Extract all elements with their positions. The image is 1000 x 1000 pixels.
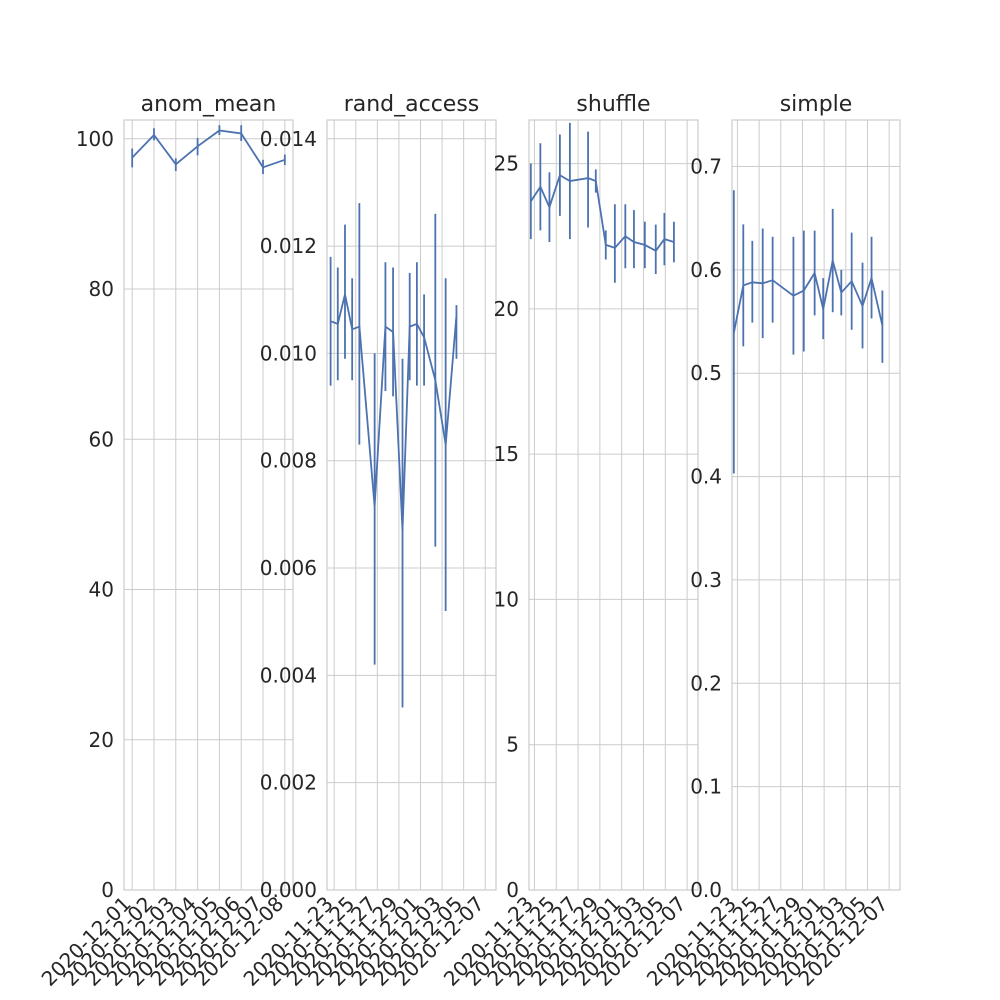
panel-title: anom_mean bbox=[141, 92, 277, 117]
panel-rand_access: rand_access 0.000 0.002 0.004 0.006 0.008 0.01… bbox=[239, 92, 497, 991]
y-tick-label: 0.004 bbox=[260, 663, 317, 687]
y-tick-label: 60 bbox=[89, 427, 114, 451]
y-tick-label: 10 bbox=[494, 587, 519, 611]
panel-title: rand_access bbox=[344, 92, 480, 117]
y-tick-label: 20 bbox=[89, 728, 114, 752]
y-tick-label: 0.2 bbox=[690, 671, 722, 695]
y-tick-label: 0.006 bbox=[260, 556, 317, 580]
series-line bbox=[732, 260, 884, 334]
y-tick-label: 0.012 bbox=[260, 234, 317, 258]
panel-shuffle: shuffle05101520252020-11-232020-11-25202… bbox=[439, 92, 699, 991]
y-tick-label: 0.6 bbox=[690, 258, 722, 282]
axes-frame bbox=[123, 119, 294, 891]
y-tick-label: 80 bbox=[89, 277, 114, 301]
axes-frame bbox=[731, 119, 901, 891]
y-tick-label: 0.4 bbox=[690, 465, 722, 489]
y-tick-label: 20 bbox=[494, 297, 519, 321]
y-tick-label: 0.3 bbox=[690, 568, 722, 592]
y-tick-label: 0.014 bbox=[260, 127, 317, 151]
axes-frame bbox=[528, 119, 699, 891]
series-line bbox=[330, 294, 458, 531]
chart-panels: anom_mean0204060801002020-12-012020-12-0… bbox=[37, 92, 901, 991]
y-tick-label: 25 bbox=[494, 152, 519, 176]
y-tick-label: 0 bbox=[506, 878, 519, 902]
series-line bbox=[530, 173, 675, 252]
y-tick-label: 0.1 bbox=[690, 775, 722, 799]
panel-title: simple bbox=[780, 92, 853, 117]
y-tick-label: 40 bbox=[89, 578, 114, 602]
y-tick-label: 0.010 bbox=[260, 341, 317, 365]
y-tick-label: 0.0 bbox=[690, 878, 722, 902]
y-tick-label: 0.002 bbox=[260, 771, 317, 795]
series-line bbox=[131, 129, 286, 169]
y-tick-label: 0.000 bbox=[260, 878, 317, 902]
y-tick-label: 0.5 bbox=[690, 361, 722, 385]
y-tick-label: 0.7 bbox=[690, 155, 722, 179]
panel-anom_mean: anom_mean0204060801002020-12-012020-12-0… bbox=[37, 92, 294, 991]
y-tick-label: 0.008 bbox=[260, 449, 317, 473]
y-tick-label: 15 bbox=[494, 442, 519, 466]
axes-frame bbox=[326, 119, 497, 891]
panel-simple: simple0.00.10.20.30.40.50.60.72020-11-23… bbox=[642, 92, 901, 991]
y-tick-label: 100 bbox=[76, 127, 114, 151]
y-tick-label: 0 bbox=[101, 878, 114, 902]
y-tick-label: 5 bbox=[506, 733, 519, 757]
panel-title: shuffle bbox=[576, 92, 650, 117]
